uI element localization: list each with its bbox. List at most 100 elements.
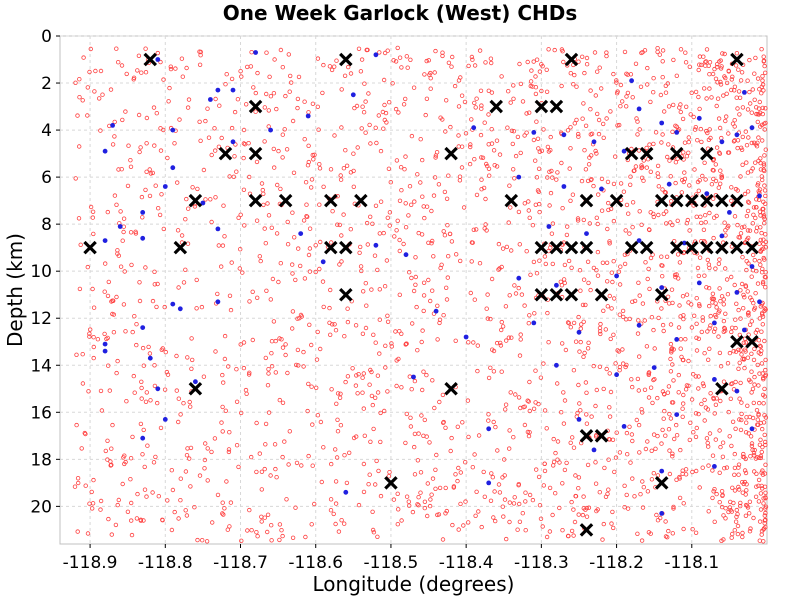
background-event-point (744, 415, 749, 420)
background-event-point (291, 170, 297, 175)
background-event-point (327, 64, 333, 69)
background-event-point (202, 441, 208, 446)
background-event-point (302, 99, 307, 104)
y-tick-label: 14 (30, 356, 52, 376)
background-event-point (697, 255, 703, 260)
background-event-point (736, 366, 741, 371)
week-event-point (531, 320, 537, 326)
week-event-point (140, 325, 146, 330)
background-event-point (743, 513, 749, 518)
background-event-point (110, 142, 116, 147)
background-event-point (341, 165, 347, 171)
background-event-point (328, 508, 334, 513)
background-event-point (88, 46, 93, 52)
background-event-point (472, 452, 477, 457)
week-event-point (102, 341, 108, 347)
background-event-point (759, 361, 765, 366)
background-event-point (406, 499, 411, 504)
background-event-point (730, 485, 735, 490)
background-event-point (757, 519, 763, 524)
background-event-point (732, 138, 737, 143)
background-event-point (405, 65, 410, 70)
background-event-point (711, 396, 716, 402)
background-event-point (295, 96, 301, 102)
background-event-point (152, 269, 157, 274)
background-event-point (729, 87, 734, 93)
background-event-point (737, 360, 742, 365)
background-event-point (378, 439, 383, 445)
background-event-point (296, 74, 302, 80)
background-event-point (611, 218, 617, 224)
background-event-point (580, 54, 585, 59)
background-event-point (635, 331, 641, 336)
background-event-point (179, 56, 185, 61)
background-event-point (306, 252, 312, 258)
background-event-point (135, 491, 140, 497)
background-event-point (440, 53, 445, 59)
week-event-point (636, 322, 642, 328)
background-event-point (569, 499, 574, 505)
background-event-point (660, 59, 665, 64)
background-event-point (491, 419, 496, 425)
background-event-point (744, 213, 750, 219)
background-event-point (575, 410, 580, 416)
background-event-point (559, 283, 565, 288)
background-event-point (541, 127, 546, 132)
background-event-point (278, 47, 284, 53)
background-event-point (713, 402, 719, 407)
background-event-point (513, 392, 518, 397)
background-event-point (456, 104, 462, 109)
background-event-point (143, 265, 148, 270)
background-event-point (661, 416, 666, 421)
background-event-point (595, 273, 601, 278)
x-tick-label: -118.8 (138, 553, 193, 573)
background-event-point (504, 536, 509, 542)
background-event-point (689, 397, 695, 402)
background-event-point (247, 507, 252, 513)
background-event-point (147, 167, 152, 172)
background-event-point (392, 234, 397, 239)
background-event-point (637, 293, 642, 298)
background-event-point (759, 329, 764, 334)
background-event-point (756, 477, 762, 483)
background-event-point (111, 330, 117, 335)
background-event-point (378, 148, 384, 154)
background-event-point (763, 490, 768, 495)
background-event-point (436, 512, 442, 517)
background-event-point (124, 71, 129, 77)
background-event-point (283, 342, 288, 347)
background-event-point (651, 141, 656, 147)
background-event-point (387, 470, 392, 475)
background-event-point (555, 170, 560, 175)
background-event-point (243, 102, 249, 107)
background-event-point (338, 173, 343, 178)
background-event-point (749, 443, 755, 449)
background-event-point (92, 89, 97, 94)
background-event-point (680, 294, 686, 299)
background-event-point (736, 487, 742, 492)
background-event-point (421, 433, 426, 438)
background-event-point (482, 120, 487, 125)
background-event-point (254, 420, 259, 426)
background-event-point (458, 470, 463, 475)
background-event-point (142, 487, 148, 492)
week-event-point (253, 50, 258, 55)
week-event-point (298, 231, 304, 237)
background-event-point (578, 408, 583, 413)
background-event-point (687, 437, 692, 443)
background-event-point (630, 476, 635, 481)
background-event-point (563, 347, 569, 353)
background-event-point (120, 481, 125, 487)
background-event-point (580, 512, 586, 518)
background-event-point (699, 329, 704, 335)
background-event-point (697, 62, 702, 67)
background-event-point (734, 51, 740, 56)
background-event-point (192, 204, 198, 209)
background-event-point (742, 191, 748, 197)
background-event-point (268, 473, 273, 478)
chd-marker (654, 476, 669, 490)
background-event-point (313, 269, 318, 275)
background-event-point (708, 313, 713, 319)
background-event-point (184, 65, 189, 71)
background-event-point (433, 155, 438, 160)
